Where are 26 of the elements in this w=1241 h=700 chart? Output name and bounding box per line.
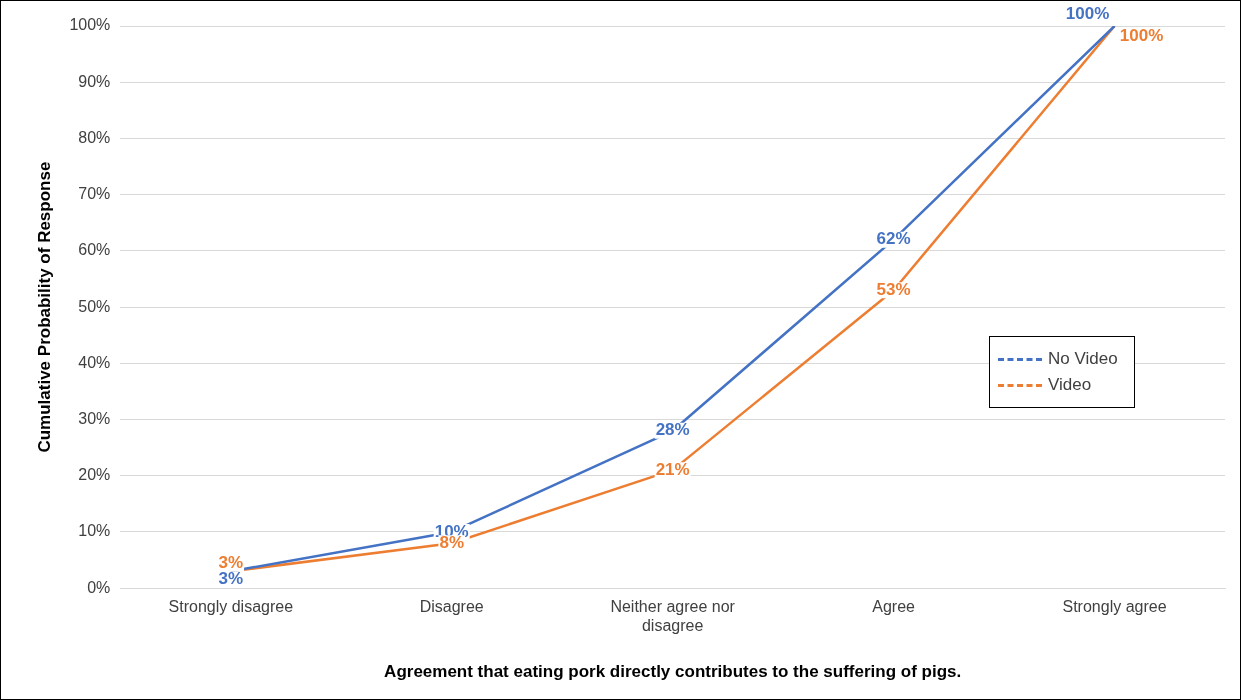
- data-label: 53%: [876, 279, 911, 299]
- data-label: 100%: [1065, 3, 1110, 23]
- data-label: 3%: [218, 553, 244, 573]
- y-tick-label: 0%: [87, 578, 111, 596]
- y-tick-label: 70%: [78, 185, 111, 203]
- y-axis-title: Cumulative Probability of Response: [34, 161, 54, 453]
- legend-label: No Video: [1048, 349, 1118, 369]
- y-tick-label: 80%: [78, 128, 111, 146]
- data-label: 100%: [1119, 25, 1164, 45]
- y-tick-label: 10%: [78, 522, 111, 540]
- x-axis-title: Agreement that eating pork directly contributes to the suffering of pigs.: [384, 662, 962, 682]
- x-tick-label: Strongly agree: [1062, 598, 1167, 616]
- y-tick-label: 40%: [78, 353, 111, 371]
- y-tick-label: 50%: [78, 297, 111, 315]
- y-tick-label: 20%: [78, 466, 111, 484]
- x-tick-label: Disagree: [419, 598, 484, 616]
- legend-label: Video: [1048, 375, 1092, 395]
- y-tick-label: 90%: [78, 72, 111, 90]
- x-tick-label: Strongly disagree: [168, 598, 294, 616]
- data-label: 21%: [655, 459, 690, 479]
- x-tick-label: Neither agree nor disagree: [610, 598, 736, 635]
- y-tick-label: 30%: [78, 409, 111, 427]
- y-tick-label: 100%: [69, 16, 111, 34]
- x-tick-label: Agree: [872, 598, 916, 616]
- y-tick-label: 60%: [78, 241, 111, 259]
- data-label: 3%: [218, 569, 244, 589]
